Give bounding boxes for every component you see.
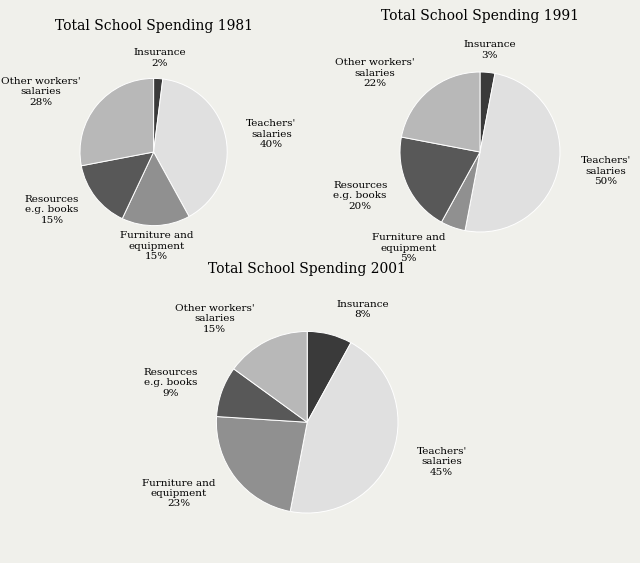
- Text: Teachers'
salaries
40%: Teachers' salaries 40%: [246, 119, 296, 149]
- Wedge shape: [80, 78, 154, 166]
- Wedge shape: [401, 72, 480, 152]
- Text: Teachers'
salaries
50%: Teachers' salaries 50%: [580, 157, 631, 186]
- Title: Total School Spending 2001: Total School Spending 2001: [208, 262, 406, 276]
- Text: Insurance
2%: Insurance 2%: [133, 48, 186, 68]
- Wedge shape: [307, 332, 351, 422]
- Wedge shape: [154, 79, 227, 217]
- Title: Total School Spending 1991: Total School Spending 1991: [381, 8, 579, 23]
- Wedge shape: [290, 343, 398, 513]
- Title: Total School Spending 1981: Total School Spending 1981: [54, 19, 253, 33]
- Wedge shape: [154, 78, 163, 152]
- Wedge shape: [216, 417, 307, 511]
- Text: Other workers'
salaries
22%: Other workers' salaries 22%: [335, 58, 415, 88]
- Wedge shape: [81, 152, 154, 218]
- Text: Furniture and
equipment
5%: Furniture and equipment 5%: [372, 234, 445, 263]
- Wedge shape: [442, 152, 480, 231]
- Wedge shape: [480, 72, 495, 152]
- Text: Insurance
3%: Insurance 3%: [463, 41, 516, 60]
- Text: Furniture and
equipment
15%: Furniture and equipment 15%: [120, 231, 193, 261]
- Text: Other workers'
salaries
15%: Other workers' salaries 15%: [175, 304, 255, 334]
- Text: Insurance
8%: Insurance 8%: [336, 300, 388, 319]
- Text: Teachers'
salaries
45%: Teachers' salaries 45%: [417, 446, 467, 476]
- Wedge shape: [122, 152, 189, 226]
- Text: Resources
e.g. books
20%: Resources e.g. books 20%: [333, 181, 387, 211]
- Wedge shape: [234, 332, 307, 422]
- Wedge shape: [216, 369, 307, 422]
- Text: Furniture and
equipment
23%: Furniture and equipment 23%: [142, 479, 215, 508]
- Text: Resources
e.g. books
9%: Resources e.g. books 9%: [143, 368, 198, 398]
- Wedge shape: [465, 73, 560, 232]
- Text: Resources
e.g. books
15%: Resources e.g. books 15%: [25, 195, 79, 225]
- Text: Other workers'
salaries
28%: Other workers' salaries 28%: [1, 77, 81, 107]
- Wedge shape: [400, 137, 480, 222]
